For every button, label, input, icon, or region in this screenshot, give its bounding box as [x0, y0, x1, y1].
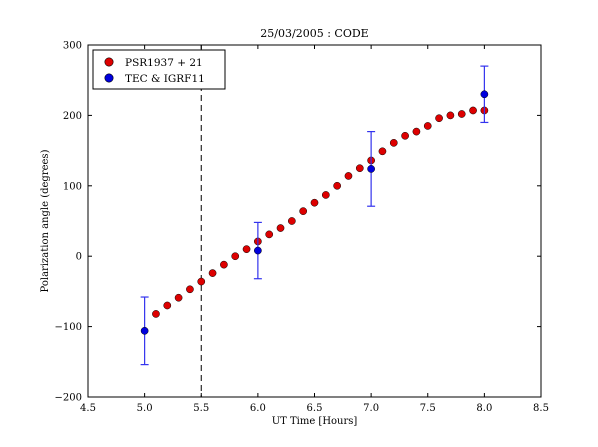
psr-point: [310, 198, 319, 207]
psr-point: [174, 293, 183, 302]
tec-point: [254, 246, 262, 255]
psr-point: [208, 269, 217, 277]
psr-point: [435, 114, 443, 123]
x-tick-label: 7.5: [420, 403, 436, 414]
psr-point: [457, 110, 466, 118]
tec-point: [367, 165, 375, 173]
y-tick-label: −200: [55, 393, 82, 404]
legend-marker-tec: [104, 73, 114, 83]
legend-label-psr: PSR1937 + 21: [125, 57, 203, 69]
psr-point: [321, 191, 330, 199]
tec-point: [480, 90, 489, 99]
psr-point: [333, 181, 341, 190]
psr-point: [469, 106, 477, 115]
y-tick-label: 200: [63, 111, 82, 122]
psr-point: [355, 164, 364, 173]
x-axis-label: UT Time [Hours]: [272, 416, 358, 427]
psr-point: [423, 122, 432, 130]
x-tick-label: 5.0: [137, 403, 153, 414]
x-tick-label: 6.0: [250, 403, 266, 414]
psr-point: [265, 230, 274, 239]
psr-point: [220, 260, 228, 269]
x-tick-label: 5.5: [193, 403, 209, 414]
psr-point: [288, 217, 296, 225]
legend-box: [92, 49, 226, 90]
x-axis: 4.5 5.0 5.5 6.0 6.5 7.0 7.5 8.0 8.5: [80, 45, 549, 414]
psr-point: [197, 277, 206, 286]
y-tick-label: 300: [63, 41, 82, 52]
psr-point: [344, 172, 353, 180]
x-tick-label: 8.5: [533, 403, 549, 414]
psr-point: [412, 127, 421, 136]
psr-point: [389, 139, 398, 147]
y-tick-label: 0: [76, 252, 82, 263]
chart-title: 25/03/2005 : CODE: [260, 27, 368, 40]
y-axis: −200 −100 0 100 200 300: [55, 41, 541, 404]
psr-point: [242, 245, 251, 254]
x-tick-label: 7.0: [363, 403, 379, 414]
plot-marks: [140, 45, 489, 397]
x-tick-label: 8.0: [476, 403, 492, 414]
psr-point: [299, 207, 308, 215]
y-tick-label: 100: [63, 181, 82, 192]
x-tick-label: 6.5: [307, 403, 323, 414]
psr-point: [152, 310, 160, 318]
psr-point: [163, 301, 172, 310]
y-axis-label: Polarization angle (degrees): [40, 149, 51, 292]
legend: PSR1937 + 21 TEC & IGRF11: [92, 49, 226, 90]
psr-point: [276, 224, 285, 232]
legend-label-tec: TEC & IGRF11: [125, 73, 205, 85]
x-tick-label: 4.5: [80, 403, 96, 414]
psr-point: [401, 131, 409, 140]
psr-point: [231, 252, 240, 261]
psr-point: [446, 111, 455, 120]
y-tick-label: −100: [55, 322, 82, 333]
psr-point: [186, 285, 194, 294]
tec-point: [140, 326, 149, 335]
psr-point: [378, 147, 387, 156]
plot-frame: [87, 44, 542, 398]
legend-marker-psr: [104, 57, 114, 67]
